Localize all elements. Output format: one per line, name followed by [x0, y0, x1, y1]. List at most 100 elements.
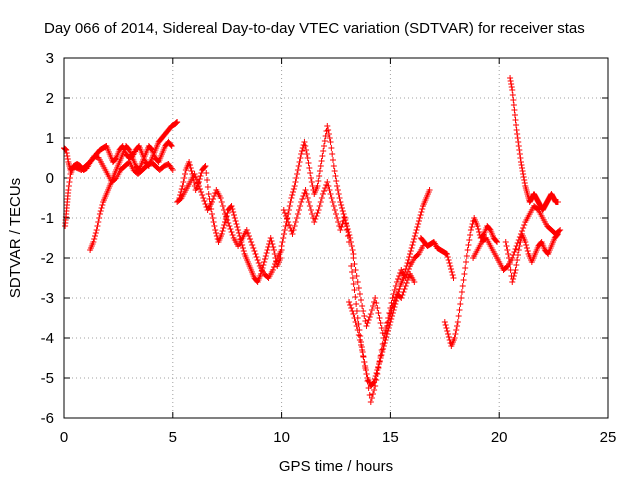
data-point-marker [344, 233, 351, 239]
y-tick-label: -4 [41, 330, 54, 347]
data-point-marker [358, 342, 365, 348]
data-point-marker [195, 183, 202, 189]
data-point-marker [523, 245, 530, 251]
data-point-marker [362, 365, 369, 371]
data-point-marker [349, 269, 356, 275]
data-point-marker [361, 313, 368, 319]
data-point-marker [296, 207, 303, 213]
data-point-marker [456, 307, 463, 313]
y-tick-label: 0 [46, 170, 54, 187]
data-point-marker [211, 223, 218, 229]
data-point-marker [392, 283, 399, 289]
data-point-marker [296, 159, 303, 165]
data-point-marker [515, 247, 522, 253]
data-point-marker [321, 138, 328, 144]
data-point-marker [396, 286, 403, 292]
y-axis-label: SDTVAR / TECUs [7, 178, 24, 298]
y-tick-label: -5 [41, 370, 54, 387]
data-point-marker [63, 150, 70, 156]
data-point-marker [66, 175, 73, 181]
data-point-marker [507, 75, 514, 81]
data-point-marker [354, 327, 361, 333]
data-point-marker [218, 199, 225, 205]
data-point-marker [339, 208, 346, 214]
data-point-marker [514, 252, 521, 258]
data-point-marker [270, 247, 277, 253]
data-point-marker [174, 119, 181, 125]
data-point-marker [411, 279, 418, 285]
data-point-marker [355, 285, 362, 291]
data-point-marker [376, 315, 383, 321]
data-point-marker [467, 232, 474, 238]
data-point-marker [410, 239, 417, 245]
data-point-marker [247, 236, 254, 242]
data-point-marker [322, 185, 329, 191]
data-point-marker [408, 245, 415, 251]
data-point-marker [557, 227, 564, 233]
data-point-marker [312, 216, 319, 222]
data-point-marker [302, 143, 309, 149]
data-point-marker [298, 151, 305, 157]
data-point-marker [306, 203, 313, 209]
data-point-marker [301, 139, 308, 145]
y-tick-label: -1 [41, 210, 54, 227]
data-point-marker [223, 214, 230, 220]
data-point-marker [507, 78, 514, 84]
data-point-marker [524, 248, 531, 254]
data-point-marker [448, 266, 455, 272]
data-point-marker [350, 255, 357, 261]
data-point-marker [353, 323, 360, 329]
data-point-marker [374, 371, 381, 377]
data-point-marker [372, 383, 379, 389]
data-point-marker [281, 227, 288, 233]
data-point-marker [344, 226, 351, 232]
data-point-marker [285, 207, 292, 213]
data-point-marker [511, 112, 518, 118]
data-point-marker [401, 286, 408, 292]
data-point-marker [335, 219, 342, 225]
data-point-marker [233, 221, 240, 227]
data-point-marker [515, 143, 522, 149]
data-point-marker [324, 123, 331, 129]
x-tick-label: 25 [600, 429, 617, 446]
data-point-marker [513, 127, 520, 133]
data-point-marker [463, 259, 470, 265]
data-point-marker [510, 276, 517, 282]
data-point-marker [520, 171, 527, 177]
data-point-marker [202, 201, 209, 207]
data-point-marker [411, 236, 418, 242]
data-point-marker [415, 218, 422, 224]
data-point-marker [220, 207, 227, 213]
data-point-marker [513, 122, 520, 128]
data-point-marker [349, 308, 356, 314]
data-point-marker [459, 283, 466, 289]
data-point-marker [353, 273, 360, 279]
data-point-marker [389, 303, 396, 309]
data-point-marker [262, 256, 269, 262]
data-point-marker [290, 227, 297, 233]
data-point-marker [305, 160, 312, 166]
data-point-marker [202, 163, 209, 169]
data-point-marker [315, 207, 322, 213]
data-point-marker [303, 191, 310, 197]
data-point-marker [516, 243, 523, 249]
data-point-marker [369, 303, 376, 309]
data-point-marker [167, 142, 174, 148]
data-point-marker [400, 289, 407, 295]
data-point-marker [521, 222, 528, 228]
data-point-marker [333, 211, 339, 217]
data-point-marker [302, 187, 309, 193]
data-point-marker [286, 203, 293, 209]
data-point-marker [351, 287, 358, 293]
data-point-marker [365, 317, 372, 323]
data-point-marker [280, 235, 287, 241]
data-point-marker [461, 271, 468, 277]
trace-3 [87, 139, 175, 253]
data-point-marker [293, 215, 300, 221]
data-point-marker [375, 310, 382, 316]
data-point-marker [356, 291, 363, 297]
data-point-marker [316, 168, 323, 174]
data-point-marker [325, 127, 332, 133]
data-point-marker [494, 239, 501, 245]
data-point-marker [371, 387, 378, 393]
